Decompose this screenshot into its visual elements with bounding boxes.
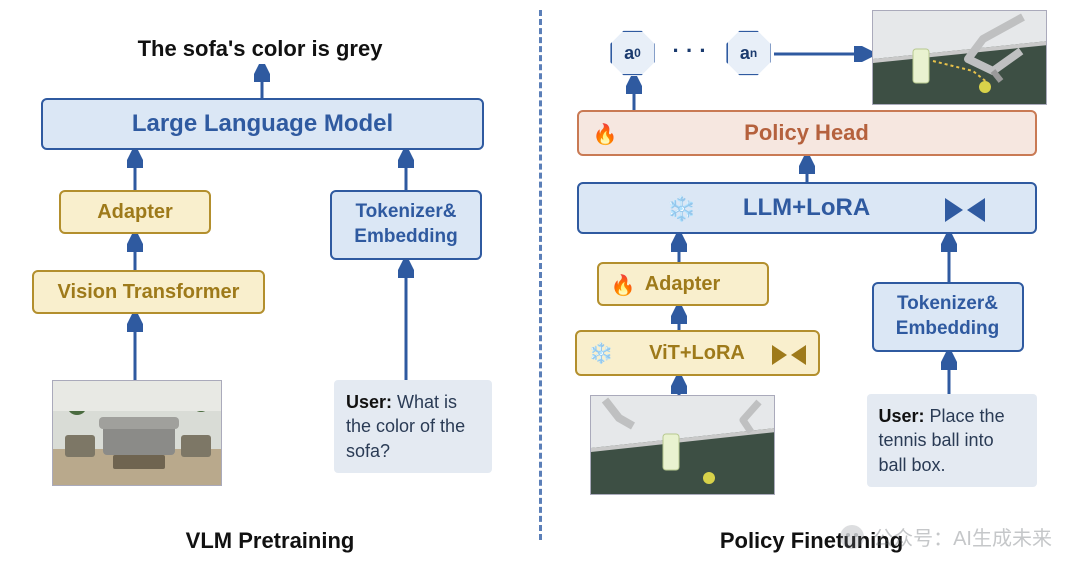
arrow-tokenizer-llm2 xyxy=(941,234,957,282)
left-panel: The sofa's color is grey Large Language … xyxy=(0,0,539,583)
policy-head-box: 🔥 Policy Head xyxy=(577,110,1037,156)
lora-icon xyxy=(943,194,987,233)
right-title: Policy Finetuning xyxy=(542,528,1080,554)
adapter-box: Adapter xyxy=(59,190,211,234)
fire-icon: 🔥 xyxy=(611,273,636,298)
user-prompt: User: What is the color of the sofa? xyxy=(334,380,492,473)
action-an: an xyxy=(726,30,772,76)
arrow-llm-policy xyxy=(799,156,815,182)
vit-lora-box: ❄️ ViT+LoRA xyxy=(575,330,820,376)
arrow-llm-output xyxy=(254,64,270,98)
tokenizer-box: Tokenizer& Embedding xyxy=(330,190,482,260)
llm-lora-box: ❄️ LLM+LoRA xyxy=(577,182,1037,234)
vit-lora-label: ViT+LoRA xyxy=(649,342,745,365)
arrow-tokenizer-llm xyxy=(398,150,414,190)
arrow-an-robot xyxy=(774,46,874,62)
policy-head-label: Policy Head xyxy=(744,120,869,146)
right-panel: a0 · · · an xyxy=(542,0,1080,583)
left-title: VLM Pretraining xyxy=(0,528,540,554)
adapter-right-label: Adapter xyxy=(645,273,721,296)
snowflake-icon: ❄️ xyxy=(667,195,697,224)
arrow-user-tokenizer2 xyxy=(941,352,957,394)
arrow-img-vit2 xyxy=(671,376,687,396)
output-text: The sofa's color is grey xyxy=(0,36,520,62)
arrow-adapter-llm xyxy=(127,150,143,190)
action-a0: a0 xyxy=(610,30,656,76)
adapter-box-right: 🔥 Adapter xyxy=(597,262,769,306)
sofa-image xyxy=(52,380,222,486)
diagram-root: The sofa's color is grey Large Language … xyxy=(0,0,1080,583)
user-prompt-right: User: Place the tennis ball into ball bo… xyxy=(867,394,1037,487)
robot-result-image xyxy=(872,10,1047,105)
arrow-adapter-llm2 xyxy=(671,234,687,262)
fire-icon: 🔥 xyxy=(593,122,618,147)
arrow-user-tokenizer xyxy=(398,260,414,380)
tokenizer-box-right: Tokenizer& Embedding xyxy=(872,282,1024,352)
user-label-right: User: xyxy=(879,406,925,426)
arrow-vit-adapter xyxy=(127,234,143,270)
llm-box: Large Language Model xyxy=(41,98,484,150)
arrow-policy-a0 xyxy=(626,76,642,110)
snowflake-icon: ❄️ xyxy=(589,341,614,366)
arrow-img-vit xyxy=(127,314,143,380)
vit-box: Vision Transformer xyxy=(32,270,265,314)
arrow-vit-adapter2 xyxy=(671,306,687,330)
lora-icon xyxy=(770,342,808,374)
llm-lora-label: LLM+LoRA xyxy=(743,194,870,222)
robot-input-image xyxy=(590,395,775,495)
user-label: User: xyxy=(346,392,392,412)
action-dots: · · · xyxy=(673,38,707,64)
